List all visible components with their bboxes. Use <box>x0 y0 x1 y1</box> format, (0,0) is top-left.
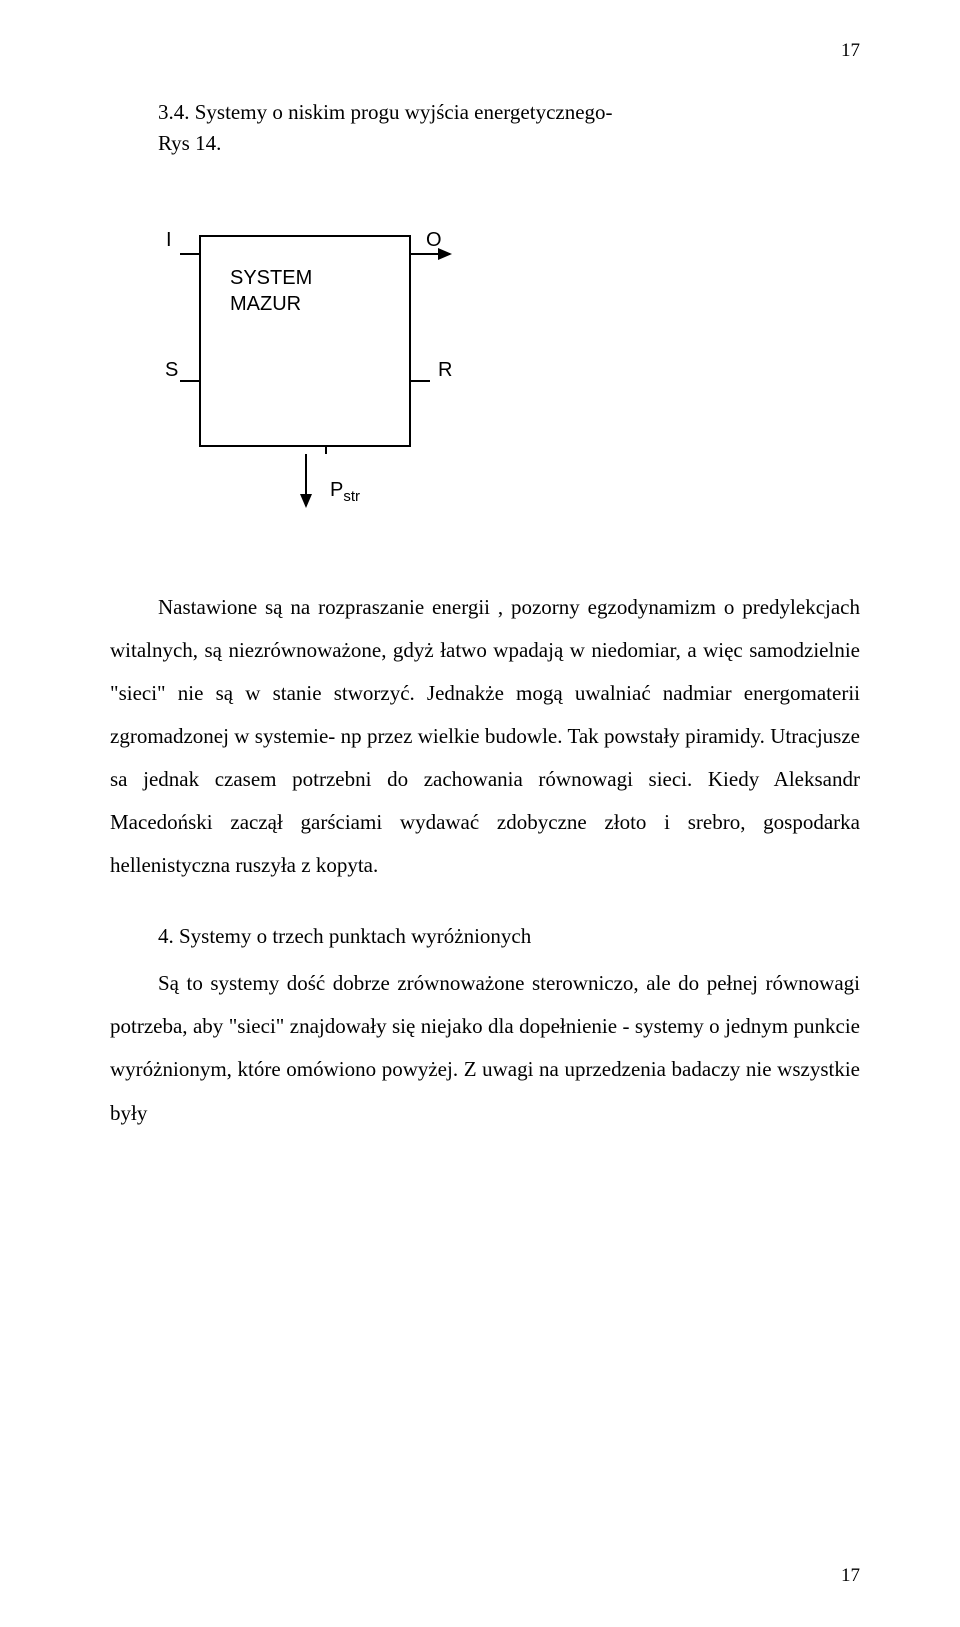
paragraph-1: Nastawione są na rozpraszanie energii , … <box>110 586 860 887</box>
diagram-container: SYSTEM MAZUR I O S R Pstr <box>110 206 860 526</box>
svg-text:R: R <box>438 359 452 381</box>
section-4-title: 4. Systemy o trzech punktach wyróżnionyc… <box>110 915 860 958</box>
figure-caption: Rys 14. <box>110 131 860 156</box>
svg-text:I: I <box>166 229 172 251</box>
svg-text:MAZUR: MAZUR <box>230 293 301 315</box>
svg-text:S: S <box>165 359 178 381</box>
paragraph-2: Są to systemy dość dobrze zrównoważone s… <box>110 962 860 1134</box>
svg-text:SYSTEM: SYSTEM <box>230 267 312 289</box>
system-diagram: SYSTEM MAZUR I O S R Pstr <box>110 206 490 526</box>
page-number-bottom: 17 <box>841 1565 860 1587</box>
svg-text:Pstr: Pstr <box>330 479 360 505</box>
svg-text:O: O <box>426 229 442 251</box>
section-heading: 3.4. Systemy o niskim progu wyjścia ener… <box>110 100 860 125</box>
page-number-top: 17 <box>841 40 860 62</box>
